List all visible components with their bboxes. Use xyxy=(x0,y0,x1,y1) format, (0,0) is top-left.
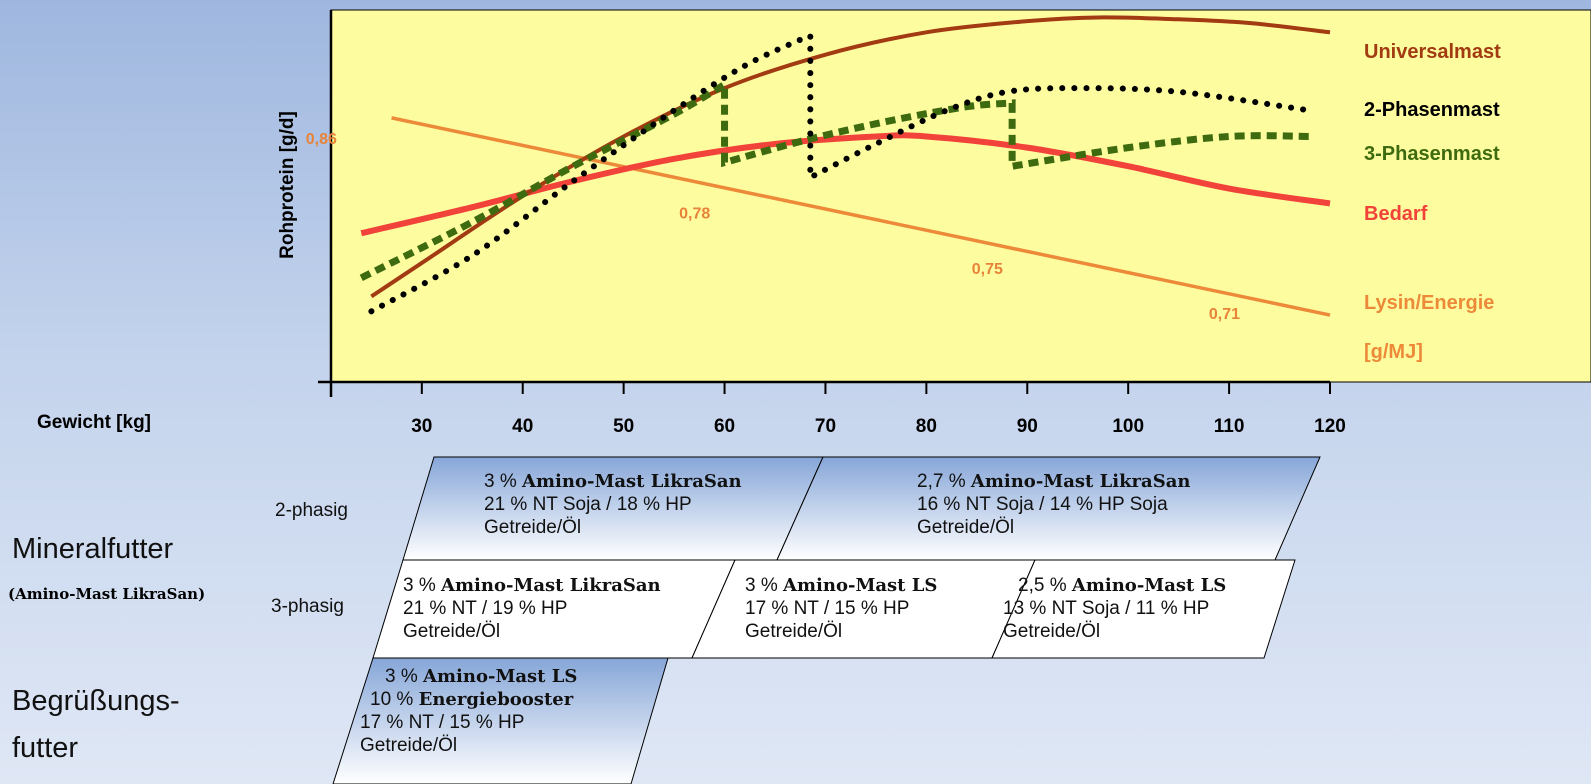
ratio-label-0-71: 0,71 xyxy=(1209,306,1240,323)
x-tick-label-30: 30 xyxy=(411,416,432,437)
ratio-label-0-86: 0,86 xyxy=(306,131,337,148)
mineral-title: Mineralfutter xyxy=(12,533,174,565)
box-2phase-b-text: 2,7 % Amino-Mast LikraSan 16 % NT Soja /… xyxy=(917,471,1191,538)
series-line-2-phasenmast xyxy=(368,31,1313,315)
mineral-subtitle: (Amino-Mast LikraSan) xyxy=(8,585,206,603)
x-tick-label-60: 60 xyxy=(714,416,735,437)
label-2-phasig: 2-phasig xyxy=(275,500,348,521)
ratio-label-0-78: 0,78 xyxy=(679,205,710,222)
x-axis-label: Gewicht [kg] xyxy=(37,412,152,433)
series-line-3-phasenmast xyxy=(359,78,1310,281)
legend-lysin-unit: [g/MJ] xyxy=(1364,341,1423,363)
series-line-bedarf xyxy=(360,132,1331,237)
legend-universalmast: Universalmast xyxy=(1364,41,1501,63)
ratio-label-0-75: 0,75 xyxy=(972,261,1003,278)
x-tick-label-120: 120 xyxy=(1314,416,1346,437)
series-line-lysin-energie-g-mj xyxy=(391,116,1331,317)
x-tick-label-110: 110 xyxy=(1214,416,1245,437)
welcome-title-2: futter xyxy=(12,732,79,764)
legend-lysin-energie: Lysin/Energie xyxy=(1364,292,1495,314)
legend-bedarf: Bedarf xyxy=(1364,203,1428,225)
x-tick-label-50: 50 xyxy=(613,416,634,437)
legend-3-phasenmast: 3-Phasenmast xyxy=(1364,143,1500,165)
box-2phase-a-text: 3 % Amino-Mast LikraSan 21 % NT Soja / 1… xyxy=(484,471,742,538)
x-tick-label-70: 70 xyxy=(815,416,836,437)
plot-area xyxy=(330,9,1591,383)
box-welcome-text: 3 % Amino-Mast LS 10 % Energiebooster 17… xyxy=(360,666,578,756)
legend-2-phasenmast: 2-Phasenmast xyxy=(1364,99,1500,121)
box-3phase-c xyxy=(991,559,1296,659)
x-tick-label-80: 80 xyxy=(916,416,937,437)
welcome-title-1: Begrüßungs- xyxy=(12,685,180,717)
box-3phase-a-text: 3 % Amino-Mast LikraSan 21 % NT / 19 % H… xyxy=(403,575,661,642)
x-tick-label-40: 40 xyxy=(512,416,533,437)
x-tick-label-90: 90 xyxy=(1017,416,1038,437)
label-3-phasig: 3-phasig xyxy=(271,596,344,617)
box-3phase-b-text: 3 % Amino-Mast LS 17 % NT / 15 % HP Getr… xyxy=(745,575,938,642)
y-axis-label: Rohprotein [g/d] xyxy=(277,111,298,259)
series-line-universalmast xyxy=(370,15,1331,299)
x-tick-label-100: 100 xyxy=(1112,416,1144,437)
box-3phase-c-text: 2,5 % Amino-Mast LS 13 % NT Soja / 11 % … xyxy=(1003,575,1227,642)
box-welcome xyxy=(332,657,669,784)
